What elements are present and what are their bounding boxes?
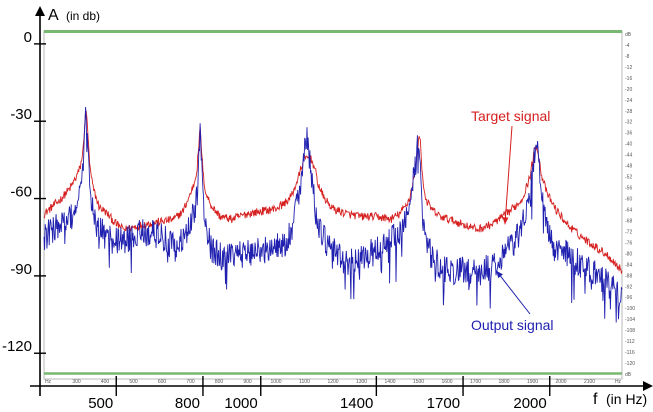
annotation-output-signal: Output signal — [471, 317, 554, 333]
y-ticks: 0 -30 -60 -90 -120 — [2, 29, 46, 355]
x-tick-label: 2000 — [513, 395, 546, 412]
inner-x-label: 1600 — [441, 379, 452, 385]
y-axis-label: A — [48, 7, 59, 24]
inner-y-label: -64 — [625, 207, 632, 213]
inner-y-label: -48 — [625, 164, 632, 170]
x-tick-label: 1400 — [340, 395, 373, 412]
inner-y-label: -80 — [625, 251, 632, 257]
x-ticks: 500 800 1000 1400 1700 2000 — [88, 376, 551, 412]
inner-x-label: Hz — [615, 379, 622, 385]
inner-y-label: -36 — [625, 131, 632, 137]
inner-x-label: 1100 — [299, 379, 310, 385]
inner-y-label: -8 — [625, 54, 630, 60]
annotation-target-arrow — [504, 125, 513, 225]
inner-y-label: -68 — [625, 218, 632, 224]
inner-x-label: 900 — [243, 379, 252, 385]
inner-x-label: 800 — [215, 379, 224, 385]
inner-y-label: -32 — [625, 120, 632, 126]
x-tick-label: 500 — [88, 395, 113, 412]
inner-x-label: 1700 — [470, 379, 481, 385]
inner-x-scale: Hz 300 400 500 600 700 800 900 1000 1100 1200 1300 1… — [45, 379, 622, 385]
inner-y-label: -84 — [625, 262, 632, 268]
inner-x-label: 300 — [72, 379, 81, 385]
inner-x-label: 1500 — [413, 379, 424, 385]
annotation-output-arrow — [495, 270, 531, 315]
inner-y-label: -56 — [625, 186, 632, 192]
inner-y-label: -92 — [625, 284, 632, 290]
inner-x-label: 500 — [129, 379, 138, 385]
inner-x-label: 2100 — [584, 379, 595, 385]
inner-y-label: -60 — [625, 197, 632, 203]
y-tick-label: 0 — [24, 29, 32, 46]
inner-y-label: -24 — [625, 98, 632, 104]
inner-y-label: -12 — [625, 65, 632, 71]
inner-y-label: dB — [625, 372, 632, 378]
inner-y-label: -108 — [625, 328, 635, 334]
inner-y-label: -76 — [625, 240, 632, 246]
inner-x-label: 1800 — [498, 379, 509, 385]
inner-y-label: -44 — [625, 153, 632, 159]
inner-y-label: -72 — [625, 229, 632, 235]
inner-x-label: 2000 — [555, 379, 566, 385]
annotation-target-signal: Target signal — [471, 108, 550, 124]
inner-y-scale: dB -4 -8 -12 -16 -20 -24 -28 -32 -36 -40 -44 -48 -52 -… — [625, 32, 635, 378]
inner-x-label: 1200 — [327, 379, 338, 385]
inner-y-label: -112 — [625, 339, 635, 345]
x-tick-label: 800 — [175, 395, 200, 412]
x-tick-label: 1000 — [224, 395, 257, 412]
x-axis-arrow — [643, 381, 653, 391]
y-tick-label: -30 — [10, 106, 32, 123]
inner-x-label: 700 — [186, 379, 195, 385]
inner-y-label: -116 — [625, 350, 635, 356]
x-axis-unit: (in Hz) — [606, 391, 647, 407]
inner-y-label: -28 — [625, 109, 632, 115]
series-layer — [43, 106, 623, 323]
annotation-target-arrowhead — [502, 217, 509, 225]
inner-x-label: Hz — [45, 379, 52, 385]
inner-x-label: 1300 — [356, 379, 367, 385]
inner-y-label: -100 — [625, 306, 635, 312]
plot-frame — [43, 30, 623, 380]
series-line-output-signal — [43, 106, 623, 323]
x-tick-label: 1700 — [427, 395, 460, 412]
inner-x-label: 1900 — [527, 379, 538, 385]
inner-y-label: -16 — [625, 76, 632, 82]
inner-y-label: -104 — [625, 317, 635, 323]
inner-y-label: -88 — [625, 273, 632, 279]
inner-y-label: -52 — [625, 175, 632, 181]
y-axis-unit: (in db) — [66, 9, 100, 23]
inner-y-label: -20 — [625, 87, 632, 93]
inner-y-label: -40 — [625, 142, 632, 148]
x-axis-label: f — [593, 391, 598, 408]
y-tick-label: -120 — [2, 338, 32, 355]
inner-x-label: 1400 — [384, 379, 395, 385]
inner-x-label: 600 — [158, 379, 167, 385]
y-axis-arrow — [35, 6, 45, 16]
inner-y-label: dB — [625, 32, 632, 38]
annotation-output-arrowhead — [496, 270, 503, 279]
y-tick-label: -60 — [10, 184, 32, 201]
series-line-target-signal — [43, 110, 623, 274]
inner-x-label: 400 — [101, 379, 110, 385]
inner-y-label: -96 — [625, 295, 632, 301]
inner-y-label: -4 — [625, 43, 630, 49]
inner-x-label: 1000 — [270, 379, 281, 385]
y-tick-label: -90 — [10, 261, 32, 278]
inner-y-label: -120 — [625, 361, 635, 367]
